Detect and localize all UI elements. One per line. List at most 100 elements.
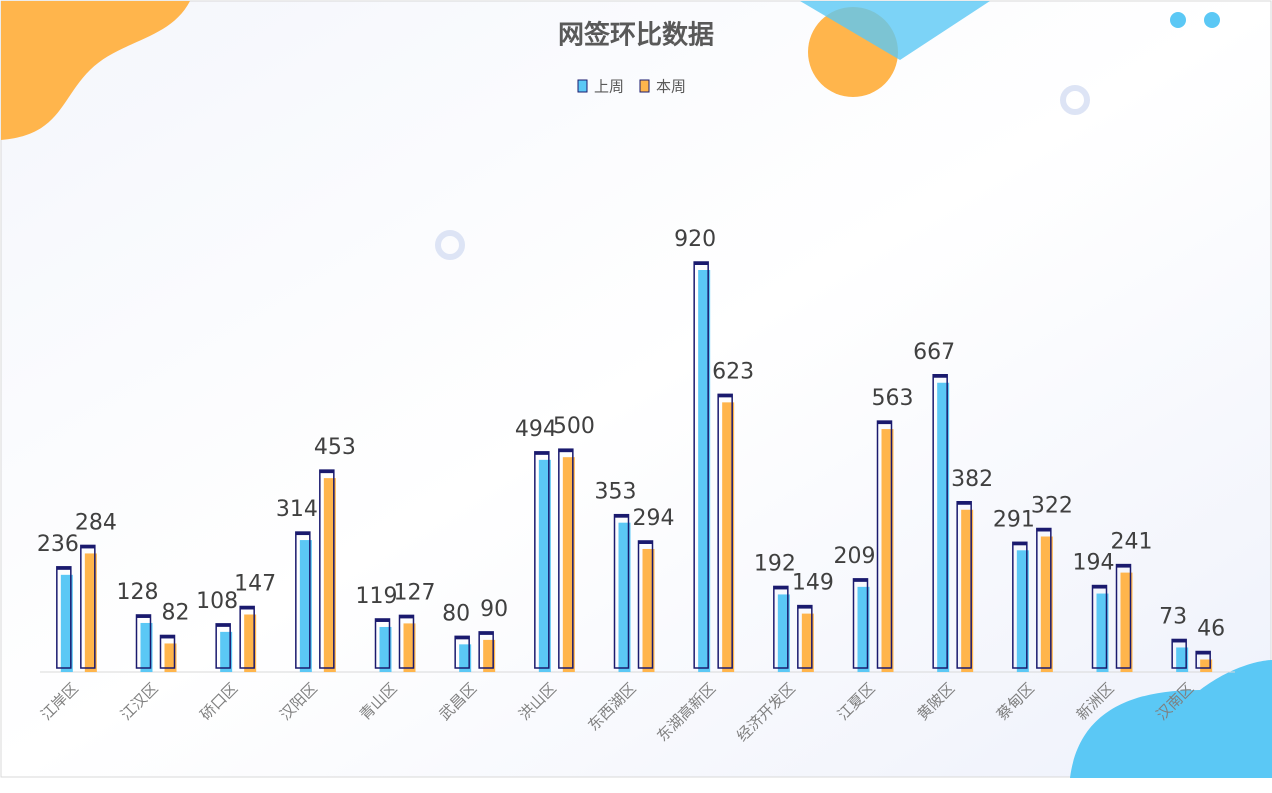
bar <box>220 631 233 672</box>
data-label: 46 <box>1197 617 1225 642</box>
bar <box>244 614 257 672</box>
bar-cap <box>853 578 868 582</box>
bar <box>299 540 312 672</box>
data-label: 80 <box>442 601 470 626</box>
bar <box>379 626 392 672</box>
data-label: 294 <box>633 506 675 531</box>
data-label: 209 <box>834 544 876 569</box>
bar-cap <box>773 586 788 590</box>
bar <box>801 613 814 672</box>
data-label: 108 <box>196 589 238 614</box>
decor <box>1 1 190 140</box>
data-label: 453 <box>314 435 356 460</box>
bar-cap <box>375 618 390 622</box>
data-label: 147 <box>234 571 276 596</box>
data-label: 73 <box>1159 604 1187 629</box>
bar-cap <box>694 262 709 265</box>
bar <box>1040 536 1053 672</box>
decor <box>1204 12 1220 28</box>
bar-cap <box>933 374 948 378</box>
data-label: 241 <box>1111 530 1153 555</box>
data-label: 667 <box>913 340 955 365</box>
bar <box>140 622 153 672</box>
bar-cap <box>534 451 549 455</box>
bar-cap <box>558 449 573 453</box>
bar <box>937 382 950 672</box>
data-label: 127 <box>394 580 436 605</box>
data-label: 353 <box>595 480 637 505</box>
bar <box>1176 647 1189 672</box>
bar-cap <box>479 631 494 635</box>
data-label: 128 <box>117 580 159 605</box>
bar <box>323 478 336 672</box>
bar <box>483 639 496 672</box>
data-label: 90 <box>480 597 508 622</box>
data-label: 149 <box>792 571 834 596</box>
data-label: 494 <box>515 417 557 442</box>
bar-cap <box>240 606 255 610</box>
bar-cap <box>1036 528 1051 532</box>
decor <box>435 230 465 260</box>
legend: 上周 本周 <box>577 78 686 96</box>
bar-cap <box>1092 585 1107 589</box>
data-label: 82 <box>162 600 190 625</box>
bar <box>777 594 790 672</box>
bar-cap <box>1116 564 1131 568</box>
bar <box>538 459 551 672</box>
bar-cap <box>80 545 95 549</box>
bar-cap <box>56 566 71 570</box>
data-label: 284 <box>75 510 117 535</box>
bar-cap <box>1012 542 1027 546</box>
bar-cap <box>877 421 892 425</box>
data-label: 322 <box>1031 494 1073 519</box>
bar <box>698 270 711 672</box>
bar <box>722 402 735 672</box>
bar <box>618 522 631 672</box>
decor <box>800 1 990 60</box>
bar-cap <box>638 540 653 544</box>
legend-label: 本周 <box>656 78 686 96</box>
data-label: 623 <box>712 359 754 384</box>
bar-cap <box>797 605 812 609</box>
data-label: 119 <box>356 584 398 609</box>
decor <box>1070 660 1272 778</box>
bar-cap <box>1172 639 1187 643</box>
data-label: 291 <box>993 507 1035 532</box>
decor <box>1170 12 1186 28</box>
data-label: 500 <box>553 414 595 439</box>
bar <box>403 623 416 672</box>
bar-cap <box>319 470 334 474</box>
chart-title: 网签环比数据 <box>558 20 714 51</box>
legend-label: 上周 <box>594 78 624 96</box>
bar-cap <box>216 623 231 627</box>
legend-swatch <box>577 79 588 93</box>
bar <box>1016 550 1029 672</box>
data-label: 236 <box>37 532 79 557</box>
bar-cap <box>718 394 733 398</box>
data-label: 194 <box>1073 551 1115 576</box>
legend-swatch <box>639 79 650 93</box>
bar <box>1200 659 1213 672</box>
bar <box>642 548 655 672</box>
bar <box>1120 572 1133 672</box>
bar <box>459 644 472 672</box>
data-label: 382 <box>951 467 993 492</box>
data-label: 192 <box>754 551 796 576</box>
bar <box>60 574 73 672</box>
bar <box>881 429 894 672</box>
bar-cap <box>455 636 470 640</box>
bar-cap <box>160 635 175 639</box>
bar <box>562 457 575 672</box>
bar <box>1096 593 1109 672</box>
bar <box>961 509 974 672</box>
bar <box>84 553 97 672</box>
bar-cap <box>614 514 629 518</box>
bar <box>164 643 177 672</box>
data-label: 563 <box>872 386 914 411</box>
bar <box>857 586 870 672</box>
bar-cap <box>295 532 310 536</box>
bar-cap <box>136 614 151 618</box>
bar-cap <box>957 501 972 505</box>
